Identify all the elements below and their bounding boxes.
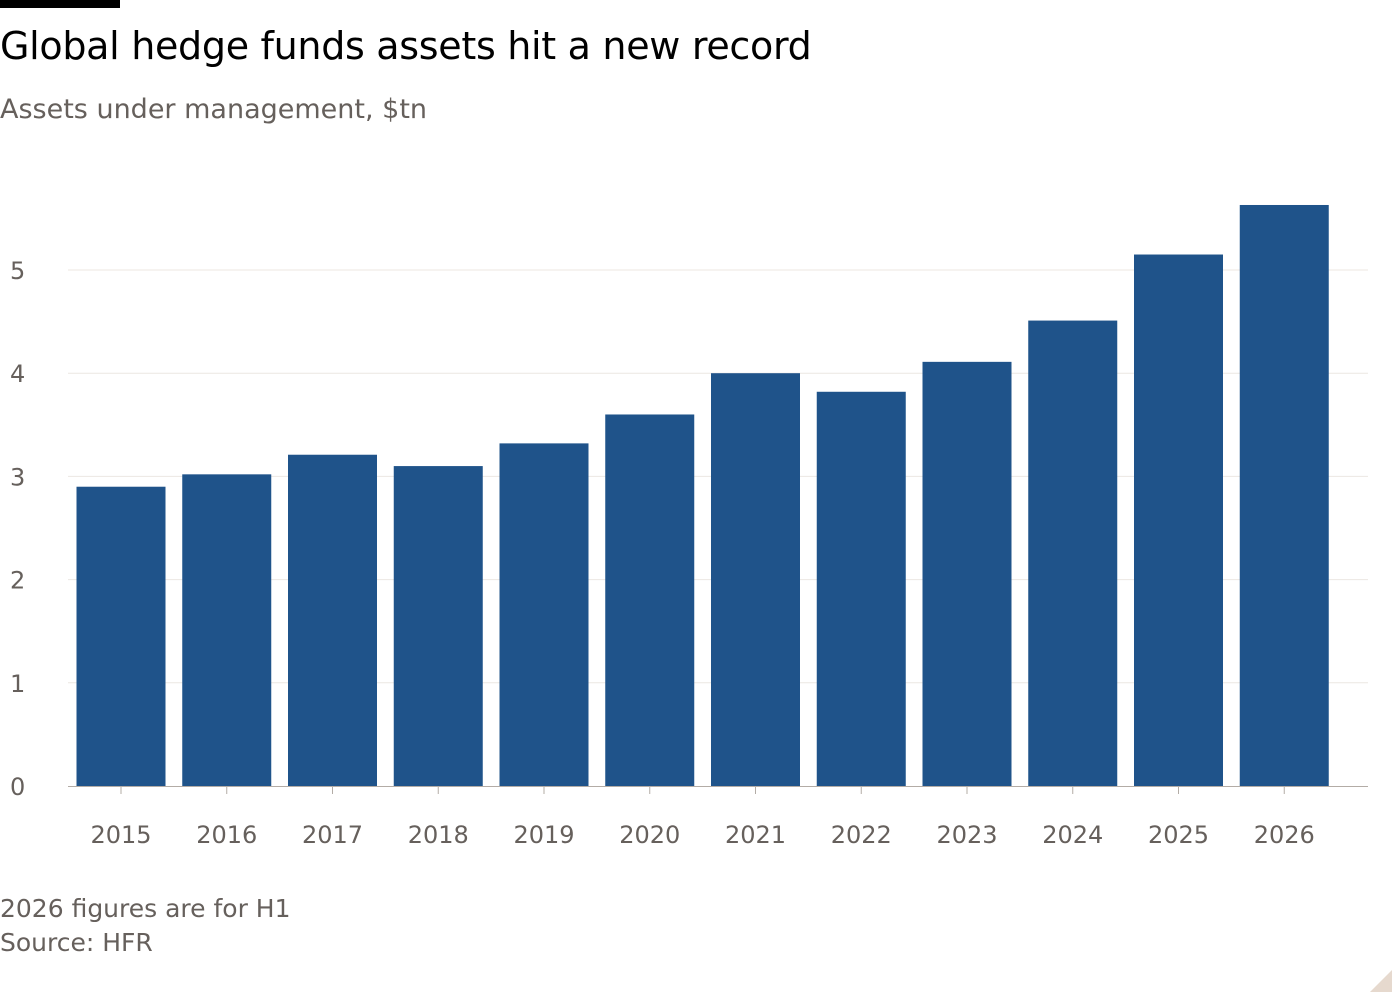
x-tick-label: 2019 <box>513 821 574 849</box>
x-tick-label: 2024 <box>1042 821 1103 849</box>
footnote: 2026 figures are for H1 <box>0 894 291 923</box>
bar-2015 <box>76 486 166 786</box>
x-tick-label: 2017 <box>302 821 363 849</box>
chart-subtitle: Assets under management, $tn <box>0 94 428 125</box>
y-tick-label: 3 <box>10 463 25 491</box>
bar-2020 <box>605 414 695 786</box>
source-note: Source: HFR <box>0 928 153 957</box>
x-tick-label: 2026 <box>1254 821 1315 849</box>
y-tick-label: 4 <box>10 360 25 388</box>
top-accent-bar <box>0 0 120 8</box>
y-tick-label: 0 <box>10 773 25 801</box>
y-tick-label: 2 <box>10 567 25 595</box>
corner-mark <box>1370 970 1392 992</box>
bar-2021 <box>711 373 800 786</box>
y-tick-label: 5 <box>10 257 25 285</box>
bar-2022 <box>816 391 906 786</box>
bar-chart: 0 1 2 3 4 5 2015 2016 2017 2018 2019 2020 2021 2022 20… <box>10 204 1368 849</box>
bar-2017 <box>288 454 377 786</box>
bar-2024 <box>1028 320 1118 786</box>
x-tick-label: 2021 <box>725 821 786 849</box>
x-tick-label: 2023 <box>936 821 997 849</box>
y-tick-label: 1 <box>10 670 25 698</box>
x-tick-label: 2020 <box>619 821 680 849</box>
x-tick-label: 2018 <box>408 821 469 849</box>
x-tick-label: 2025 <box>1148 821 1209 849</box>
bar-2016 <box>182 474 272 786</box>
x-tick-label: 2022 <box>831 821 892 849</box>
chart-title: Global hedge funds assets hit a new reco… <box>0 24 812 68</box>
x-tick-label: 2015 <box>90 821 151 849</box>
x-tick-label: 2016 <box>196 821 257 849</box>
bar-2023 <box>922 361 1012 786</box>
bar-2018 <box>393 466 483 786</box>
bar-2026 <box>1239 204 1329 786</box>
bar-2025 <box>1134 254 1223 786</box>
bar-2019 <box>499 443 589 786</box>
